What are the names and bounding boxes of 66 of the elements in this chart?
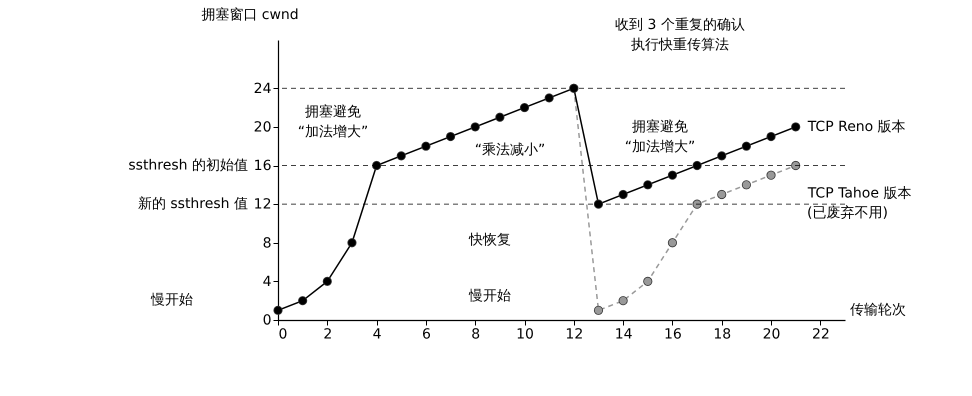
- point: [791, 160, 800, 170]
- y-axis-title: 拥塞窗口 cwnd: [201, 7, 299, 23]
- y-tick-label: 8: [262, 235, 272, 252]
- point: [520, 103, 530, 112]
- x-tick-label: 18: [713, 326, 732, 342]
- point: [372, 160, 382, 170]
- x-tick-label: 22: [812, 326, 830, 342]
- point: [692, 200, 702, 209]
- point: [742, 180, 751, 190]
- point: [421, 142, 430, 151]
- annotation: (已废弃不用): [807, 205, 888, 221]
- point: [446, 132, 456, 142]
- point: [766, 170, 776, 180]
- point: [594, 200, 604, 209]
- ref-line-label: ssthresh 的初始值: [128, 158, 248, 174]
- point: [692, 160, 702, 170]
- point: [766, 132, 776, 142]
- x-tick-label: 2: [323, 326, 332, 342]
- point: [322, 276, 332, 286]
- annotation: “加法增大”: [624, 139, 696, 155]
- point: [544, 93, 554, 103]
- x-tick-label: 8: [471, 326, 480, 342]
- annotation: 拥塞避免: [632, 119, 688, 135]
- point: [618, 190, 628, 200]
- annotation: “乘法减小”: [474, 142, 546, 158]
- annotation: 执行快重传算法: [631, 37, 729, 53]
- x-tick-label: 14: [614, 326, 633, 342]
- point: [347, 238, 357, 248]
- y-tick-label: 12: [254, 196, 272, 213]
- annotation: 快恢复: [468, 232, 511, 248]
- point: [717, 190, 726, 200]
- series-label: TCP Reno 版本: [806, 118, 906, 135]
- x-tick-label: 10: [516, 326, 534, 342]
- point: [742, 142, 751, 151]
- point: [298, 296, 308, 306]
- point: [396, 151, 406, 160]
- x-tick-label: 0: [278, 326, 288, 342]
- point: [495, 112, 504, 122]
- annotation: 慢开始: [468, 288, 511, 304]
- y-tick-label: 24: [254, 80, 272, 97]
- annotation: “加法增大”: [298, 124, 368, 140]
- y-tick-label: 16: [254, 158, 272, 174]
- x-tick-label: 6: [422, 326, 431, 342]
- point: [668, 238, 678, 248]
- series-label: TCP Tahoe 版本: [806, 186, 912, 202]
- point: [668, 170, 678, 180]
- point: [643, 180, 652, 190]
- y-tick-label: 20: [254, 119, 272, 136]
- x-tick-label: 4: [372, 326, 382, 342]
- y-tick-label: 0: [262, 312, 272, 328]
- x-axis-title: 传输轮次: [850, 302, 906, 318]
- point: [594, 306, 604, 315]
- annotation: 拥塞避免: [305, 104, 361, 120]
- x-tick-label: 20: [762, 326, 780, 342]
- point: [643, 276, 652, 286]
- x-tick-label: 12: [565, 326, 584, 342]
- point: [717, 151, 726, 160]
- y-tick-label: 4: [262, 274, 272, 290]
- point: [618, 296, 628, 306]
- text: 慢开始: [150, 292, 193, 308]
- point: [791, 122, 800, 132]
- text: 收到 3 个重复的确认: [615, 17, 745, 33]
- x-tick-label: 16: [664, 326, 682, 342]
- point: [273, 306, 283, 315]
- point: [470, 122, 480, 132]
- ref-line-label: 新的 ssthresh 值: [138, 196, 248, 212]
